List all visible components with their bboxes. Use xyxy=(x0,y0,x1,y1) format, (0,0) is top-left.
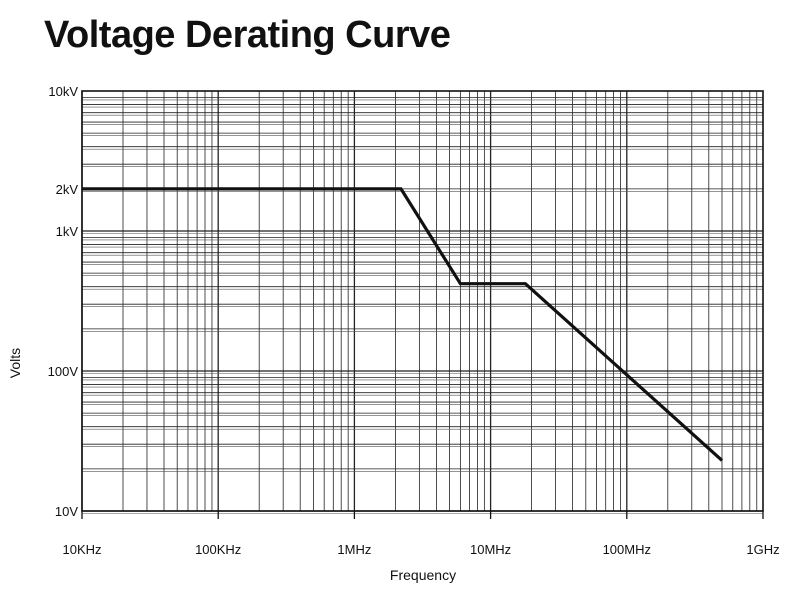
y-tick-label: 10kV xyxy=(48,84,78,99)
x-tick-labels: 10KHz 100KHz 1MHz 10MHz 100MHz 1GHz xyxy=(62,511,780,557)
x-tick-label: 10MHz xyxy=(470,542,511,557)
y-tick-labels: 10V 100V 1kV 2kV 10kV xyxy=(48,84,79,519)
x-tick-label: 100KHz xyxy=(195,542,241,557)
y-axis-label: Volts xyxy=(7,348,23,378)
series-layer xyxy=(82,187,724,462)
y-tick-label: 100V xyxy=(48,364,79,379)
y-tick-label: 10V xyxy=(55,504,78,519)
x-tick-label: 1MHz xyxy=(337,542,371,557)
grid-lines xyxy=(81,91,763,514)
x-tick-label: 100MHz xyxy=(603,542,651,557)
y-tick-label: 1kV xyxy=(56,224,79,239)
chart-title: Voltage Derating Curve xyxy=(44,14,451,56)
x-tick-label: 1GHz xyxy=(746,542,779,557)
series-line xyxy=(82,187,724,462)
x-axis-label: Frequency xyxy=(390,567,456,583)
y-tick-label: 2kV xyxy=(56,182,79,197)
plot-frame xyxy=(81,90,764,512)
x-tick-label: 10KHz xyxy=(62,542,101,557)
